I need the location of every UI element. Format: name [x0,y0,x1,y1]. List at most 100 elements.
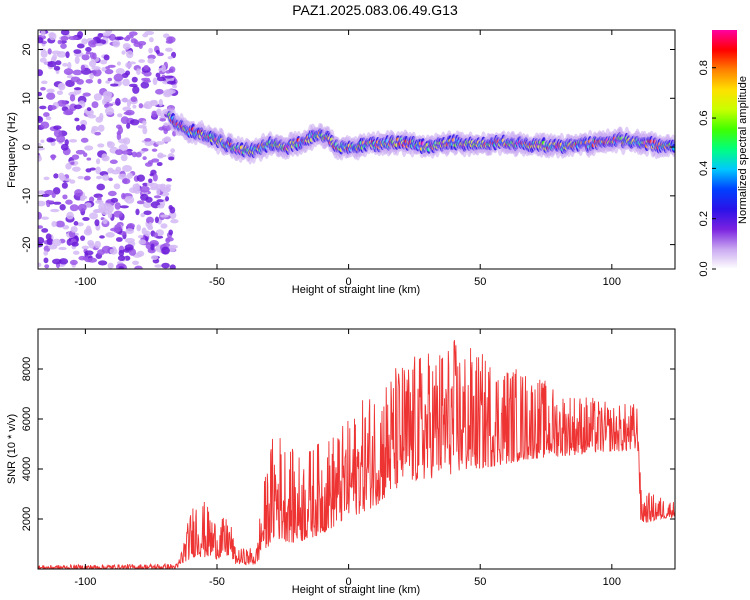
noise-speckle [149,186,159,191]
noise-speckle [107,190,117,197]
noise-speckle [38,69,44,77]
noise-speckle [149,37,154,43]
noise-speckle [165,70,172,74]
noise-speckle [153,195,162,199]
noise-speckle [107,64,116,68]
noise-speckle [88,60,97,68]
noise-speckle [113,210,123,218]
noise-speckle [94,219,100,227]
noise-speckle [115,68,125,75]
noise-speckle [53,173,59,179]
noise-speckle [69,94,76,102]
noise-speckle [49,138,57,142]
noise-speckle [166,177,173,182]
noise-speckle [130,96,138,103]
noise-speckle [51,154,56,161]
noise-speckle [95,43,104,47]
noise-speckle [81,38,88,45]
noise-speckle [85,225,92,234]
noise-speckle [139,185,150,193]
noise-speckle [85,168,92,173]
noise-speckle [155,141,165,145]
noise-speckle [156,187,161,196]
noise-speckle [167,55,174,60]
noise-speckle [70,226,78,233]
noise-speckle [121,178,131,185]
noise-speckle [65,79,75,88]
noise-speckle [47,48,52,55]
noise-speckle [44,189,55,196]
noise-speckle [156,162,163,167]
noise-speckle [82,216,90,221]
noise-speckle [118,173,127,180]
noise-speckle [115,98,121,106]
noise-speckle [148,47,153,54]
noise-speckle [67,61,72,70]
noise-speckle [132,85,140,94]
noise-speckle [142,201,152,209]
noise-speckle [56,134,66,143]
noise-speckle [121,72,129,79]
noise-speckle [115,166,122,172]
noise-speckle [65,199,73,205]
y-tick-label: 20 [21,43,33,55]
noise-speckle [165,40,173,44]
noise-speckle [148,222,153,229]
noise-speckle [64,178,72,182]
noise-speckle [121,50,126,55]
noise-speckle [96,175,103,180]
noise-speckle [154,264,163,268]
noise-speckle [75,149,86,155]
noise-speckle [96,183,106,191]
noise-speckle [38,116,44,124]
noise-speckle [52,187,61,195]
noise-speckle [41,193,50,198]
noise-speckle [142,120,147,126]
colorbar: 0.0 0.2 0.4 0.6 0.8 Normalized spectral ampl… [698,30,749,277]
noise-speckle [165,237,171,244]
noise-speckle [149,101,159,107]
x-tick-label: 100 [603,576,621,588]
colorbar-tick-label: 0.6 [698,110,710,125]
noise-speckle [85,51,92,55]
noise-speckle [87,114,97,119]
noise-speckle [172,84,178,89]
noise-speckle [94,131,101,136]
noise-speckle [102,174,110,181]
noise-speckle [113,73,124,82]
noise-speckle [131,151,137,158]
noise-speckle [71,241,79,247]
noise-speckle [168,245,176,252]
noise-speckle [140,212,145,218]
noise-speckle [129,119,140,126]
x-tick-label: 100 [603,276,621,288]
noise-speckle [165,47,173,52]
spectrogram-frame [37,29,676,270]
noise-speckle [43,61,49,65]
noise-speckle [76,43,85,49]
noise-speckle [94,209,101,213]
noise-speckle [101,98,107,106]
noise-speckle [121,150,132,155]
noise-speckle [70,76,81,83]
noise-speckle [136,200,145,205]
noise-speckle [69,204,79,212]
noise-speckle [143,79,152,83]
noise-speckle [164,75,174,79]
noise-speckle [132,260,139,265]
noise-speckle [126,122,131,129]
x-tick-label: -100 [74,576,96,588]
noise-speckle [99,235,105,239]
noise-speckle [142,33,149,38]
noise-speckle [159,118,167,122]
noise-speckle [58,258,69,265]
noise-speckle [107,210,113,219]
noise-speckle [99,112,104,121]
noise-speckle [105,200,112,204]
noise-speckle [73,221,79,226]
noise-speckle [102,218,108,225]
noise-speckle [116,61,121,66]
noise-speckle [110,197,119,203]
noise-speckle [170,148,176,154]
noise-speckle [51,220,57,227]
